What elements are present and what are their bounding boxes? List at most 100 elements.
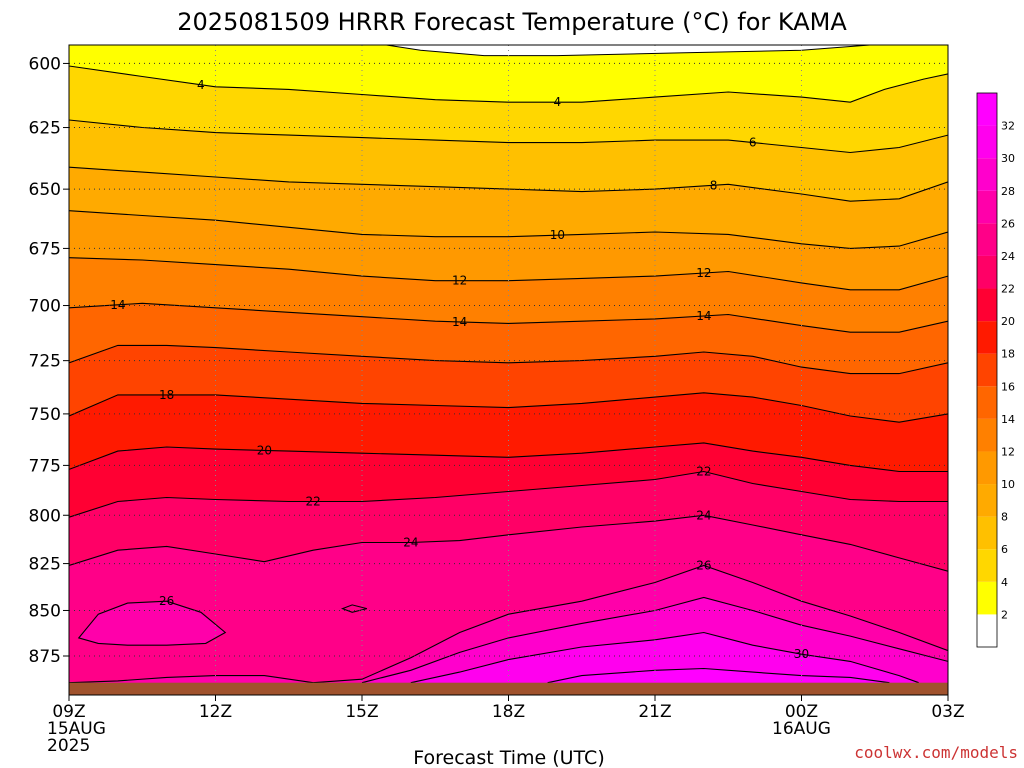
y-tick-label: 750 [29,405,61,425]
colorbar-tick-label: 32 [1001,120,1015,133]
y-tick-label: 725 [29,352,61,372]
x-tick-label: 15AUG [47,719,106,739]
colorbar-tick-label: 14 [1001,413,1015,426]
contour-label-22: 22 [696,464,711,478]
x-axis-title: Forecast Time (UTC) [413,747,604,768]
contour-lines [69,65,948,684]
surface-ground-band [69,682,948,695]
colorbar-swatch [977,223,997,256]
closed-contour-24 [340,604,368,613]
colorbar-swatch [977,614,997,647]
colorbar-swatch [977,255,997,289]
contour-label-20: 20 [257,443,272,457]
colorbar-tick-label: 18 [1001,348,1015,361]
y-tick-label: 675 [29,239,61,259]
colorbar-swatch [977,516,997,550]
closed-fill-26 [78,601,226,646]
contour-label-12: 12 [452,274,467,288]
x-tick-label: 12Z [199,702,232,722]
colorbar-tick-label: 12 [1001,445,1015,458]
contour-line-6 [69,119,948,154]
x-tick-label: 18Z [492,702,525,722]
contour-line-8 [69,166,948,202]
colorbar-swatch [977,93,997,126]
colorbar-swatch [977,418,997,452]
colorbar-swatch [977,451,997,485]
contour-label-22: 22 [306,494,321,508]
colorbar-tick-label: 2 [1001,608,1008,621]
plot-area: 4 4 6 8 10 12 12 14 14 14 18 20 22 22 24 24 26 30 26 [68,44,949,696]
colorbar-tick-label: 20 [1001,315,1015,328]
colorbar-swatch [977,125,997,159]
x-tick-label: 15Z [345,702,378,722]
contour-label-4: 4 [554,95,562,109]
x-tick-label: 2025 [47,736,90,756]
colorbar-tick-label: 4 [1001,576,1008,589]
chart-title: 2025081509 HRRR Forecast Temperature (°C… [177,8,847,36]
contour-line-16 [69,344,948,375]
colorbar-swatch [977,353,997,387]
contour-label-6: 6 [749,136,757,150]
contour-label-30: 30 [794,647,809,661]
colorbar-swatch [977,288,997,322]
contour-label-8: 8 [710,178,718,192]
contour-label-4: 4 [197,78,205,92]
contour-label-18: 18 [159,388,174,402]
contour-line-4 [69,65,948,103]
y-tick-label: 600 [29,54,61,74]
y-tick-label: 825 [29,555,61,575]
y-tick-label: 775 [29,456,61,476]
y-tick-label: 850 [29,601,61,621]
filled-bands [69,45,948,695]
contour-label-24: 24 [403,536,418,550]
colorbar-tick-label: 8 [1001,511,1008,524]
x-tick-label: 21Z [638,702,671,722]
contour-line-14 [69,302,948,333]
colorbar-tick-label: 6 [1001,543,1008,556]
contour-line-18 [69,392,948,423]
colorbar-tick-label: 24 [1001,250,1015,263]
colorbar-swatch [977,190,997,224]
colorbar-tick-label: 26 [1001,217,1015,230]
contour-line-28 [361,596,948,684]
contour-line-26 [69,564,948,684]
contour-line-32 [547,667,890,684]
closed-contour-26 [77,600,227,646]
contour-label-26: 26 [696,558,711,572]
contour-label-24: 24 [696,508,711,522]
colorbar-swatch [977,581,997,615]
x-tick-label: 00Z [785,702,818,722]
y-tick-label: 625 [29,119,61,139]
contour-label-14: 14 [110,298,125,312]
contour-labels: 4 4 6 8 10 12 12 14 14 14 18 20 22 22 24 24 26 30 26 [110,78,809,661]
contour-line-24 [69,514,948,572]
contour-label-12: 12 [696,266,711,280]
contour-label-14: 14 [452,315,467,329]
contour-line-10 [69,210,948,249]
colorbar-tick-label: 30 [1001,152,1015,165]
x-tick-label: 09Z [52,702,85,722]
contour-label-closed-26: 26 [159,594,174,608]
y-tick-label: 800 [29,506,61,526]
colorbar-tick-label: 28 [1001,185,1015,198]
y-tick-label: 650 [29,180,61,200]
colorbar-tick-label: 10 [1001,478,1015,491]
colorbar-swatch [977,321,997,354]
cold-pocket-band [386,45,870,57]
contour-label-14: 14 [696,309,711,323]
contour-line-30 [410,631,919,684]
colorbar-swatch [977,549,997,582]
x-tick-label: 03Z [931,702,964,722]
contour-line-20 [69,442,948,473]
colorbar-swatch [977,158,997,191]
colorbar-tick-label: 16 [1001,380,1015,393]
credit-text: coolwx.com/models [854,743,1018,762]
contour-label-10: 10 [550,228,565,242]
contour-line-22 [69,470,948,518]
colorbar-tick-label: 22 [1001,283,1015,296]
contour-line-12 [69,257,948,291]
y-tick-label: 875 [29,647,61,667]
